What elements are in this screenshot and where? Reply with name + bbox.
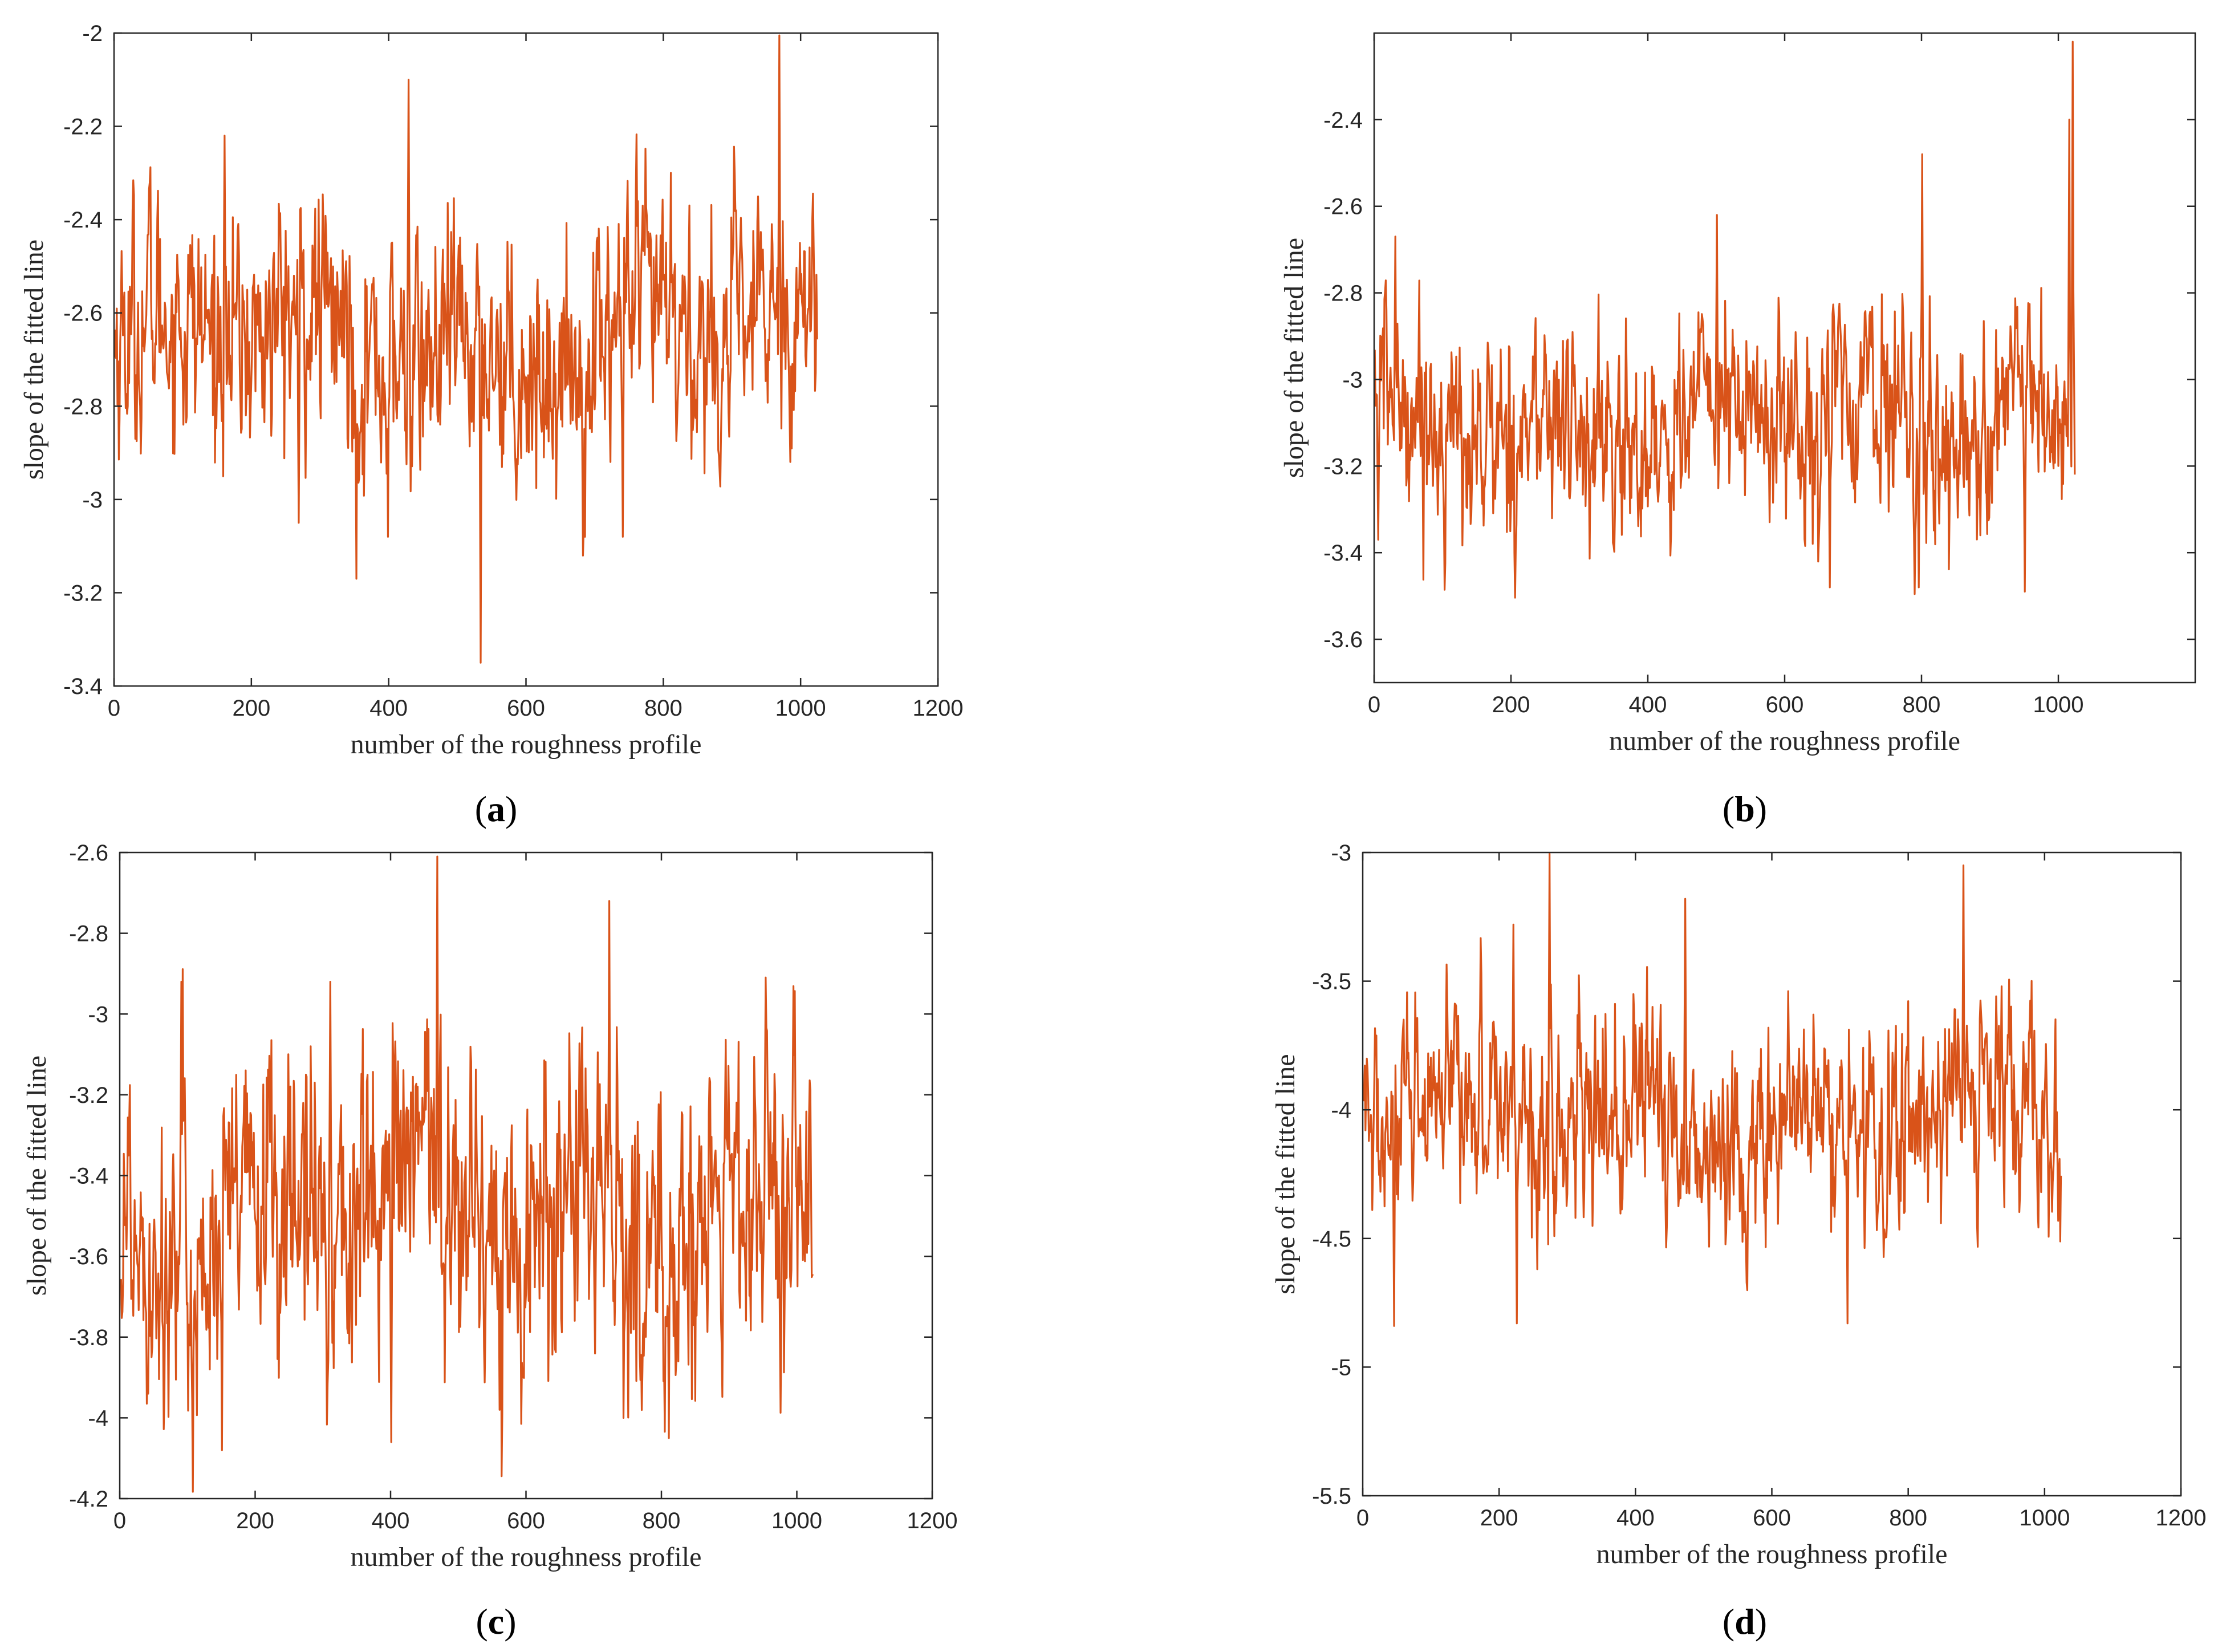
x-tick-label: 1000 [2033, 692, 2084, 717]
series-line-c [119, 855, 814, 1493]
x-tick-label: 200 [1492, 692, 1530, 717]
y-tick-label: -4 [1331, 1098, 1351, 1123]
panel-label: (c) [476, 1601, 516, 1642]
y-tick-label: -3.2 [1323, 454, 1363, 479]
panel-label: (b) [1723, 789, 1767, 829]
y-tick-label: -3.8 [69, 1325, 108, 1350]
x-tick-label: 1000 [771, 1508, 822, 1533]
x-axis-label: number of the roughness profile [351, 1542, 702, 1572]
y-tick-label: -3.4 [1323, 541, 1363, 566]
y-tick-label: -2.6 [1323, 194, 1363, 220]
y-tick-label: -2 [82, 21, 103, 46]
panel-label: (a) [475, 789, 518, 829]
y-tick-label: -2.8 [69, 922, 108, 947]
y-tick-label: -2.6 [69, 841, 108, 866]
y-tick-label: -4 [88, 1406, 108, 1431]
x-tick-label: 600 [507, 1508, 545, 1533]
y-axis-label: slope of the fitted line [1279, 238, 1309, 478]
x-tick-label: 600 [507, 696, 545, 721]
y-tick-label: -5.5 [1312, 1484, 1351, 1509]
y-tick-label: -2.2 [63, 115, 103, 140]
y-tick-label: -3.2 [63, 581, 103, 606]
chart-panel-c: 0 200 400 600 800 1000 1200 -4.2 -4 -3.8 -3.6 -3.4 -… [22, 841, 957, 1642]
x-tick-label: 800 [643, 1508, 681, 1533]
y-tick-label: -5 [1331, 1355, 1351, 1380]
y-tick-label: -3.5 [1312, 969, 1351, 995]
y-tick-label: -3.4 [63, 674, 103, 699]
series-line-a [113, 34, 818, 664]
y-tick-label: -3.6 [69, 1244, 108, 1269]
chart-panel-a: 0 200 400 600 800 1000 1200 -3.4 -3.2 -3 -2.8 -2.6 -… [19, 21, 963, 829]
x-tick-label: 200 [1480, 1505, 1518, 1531]
y-tick-label: -3 [1331, 841, 1351, 866]
chart-panel-d: 0 200 400 600 800 1000 1200 -5.5 -5 -4.5 -4 -3.5 -3 n… [1270, 841, 2206, 1642]
x-tick-label: 1200 [2156, 1505, 2207, 1531]
y-tick-label: -4.5 [1312, 1227, 1351, 1252]
y-tick-label: -3.2 [69, 1083, 108, 1108]
x-tick-label: 400 [372, 1508, 410, 1533]
x-tick-label: 800 [1889, 1505, 1927, 1531]
y-tick-label: -3 [82, 488, 103, 513]
x-tick-label: 0 [108, 696, 120, 721]
x-tick-label: 400 [369, 696, 408, 721]
x-tick-label: 0 [1368, 692, 1380, 717]
x-tick-label: 1200 [913, 696, 964, 721]
x-tick-label: 200 [232, 696, 270, 721]
y-tick-label: -2.4 [1323, 108, 1363, 133]
y-tick-label: -2.6 [63, 301, 103, 326]
x-tick-label: 0 [1356, 1505, 1369, 1531]
x-tick-label: 800 [1903, 692, 1941, 717]
y-axis-label: slope of the fitted line [22, 1056, 52, 1296]
x-tick-label: 400 [1629, 692, 1667, 717]
x-axis-label: number of the roughness profile [351, 729, 702, 760]
x-axis-label: number of the roughness profile [1609, 726, 1960, 756]
x-tick-label: 1000 [2019, 1505, 2070, 1531]
y-tick-label: -3 [1342, 367, 1363, 392]
x-tick-label: 600 [1766, 692, 1804, 717]
y-tick-label: -3.4 [69, 1164, 108, 1189]
y-axis-label: slope of the fitted line [1270, 1054, 1301, 1294]
x-tick-label: 0 [113, 1508, 126, 1533]
y-tick-label: -3 [88, 1002, 108, 1027]
chart-panel-b: 0 200 400 600 800 1000 -3.6 -3.4 -3.2 -3 -2.8 -2.6 -… [1279, 32, 2196, 829]
x-tick-label: 400 [1616, 1505, 1655, 1531]
x-axis-label: number of the roughness profile [1597, 1539, 1948, 1569]
y-tick-label: -2.8 [1323, 281, 1363, 306]
series-line-d [1362, 853, 2062, 1327]
x-tick-label: 600 [1753, 1505, 1791, 1531]
y-tick-label: -4.2 [69, 1487, 108, 1512]
y-tick-label: -3.6 [1323, 627, 1363, 652]
y-axis-label: slope of the fitted line [19, 240, 49, 480]
series-line-b [1374, 40, 2076, 599]
x-tick-label: 1000 [775, 696, 826, 721]
x-tick-label: 800 [644, 696, 683, 721]
y-tick-label: -2.4 [63, 208, 103, 233]
y-tick-label: -2.8 [63, 394, 103, 419]
x-tick-label: 200 [236, 1508, 274, 1533]
x-tick-label: 1200 [907, 1508, 958, 1533]
panel-label: (d) [1723, 1601, 1767, 1642]
